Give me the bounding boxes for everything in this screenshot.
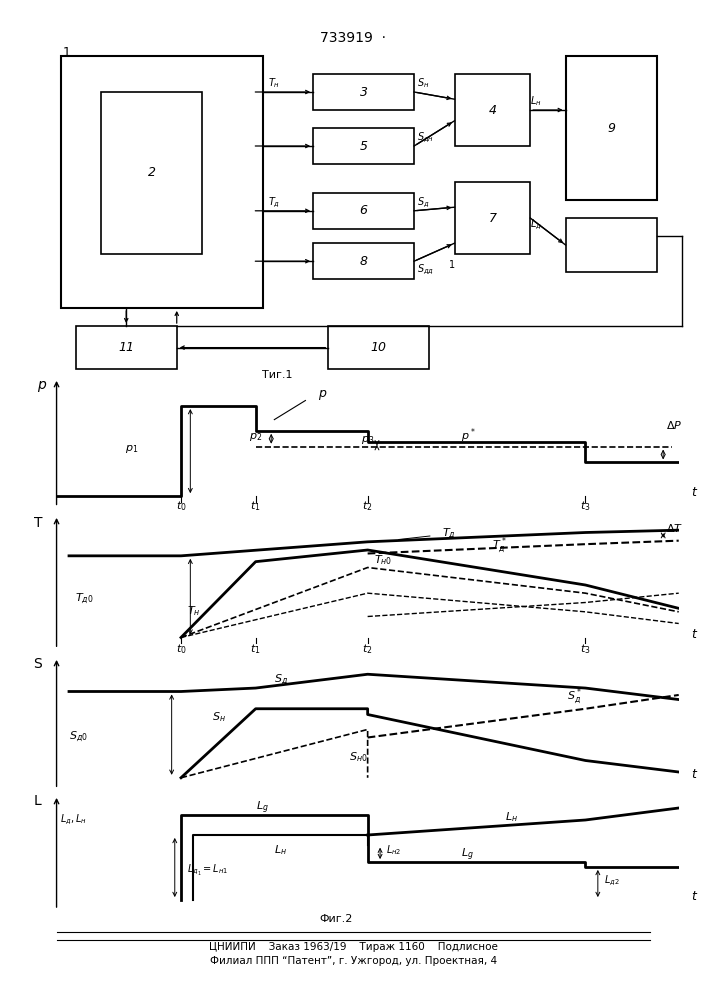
Text: t: t [691, 628, 696, 641]
Text: t: t [691, 486, 696, 499]
Text: Τиг.1: Τиг.1 [262, 370, 293, 380]
Text: $p_3$: $p_3$ [361, 434, 375, 446]
Bar [61, 56, 262, 308]
Bar [313, 74, 414, 110]
Text: $S_д$: $S_д$ [274, 673, 288, 687]
Text: 1: 1 [450, 260, 455, 270]
Text: $S_{н0}$: $S_{н0}$ [349, 750, 368, 764]
Text: $t_3$: $t_3$ [580, 500, 591, 513]
Text: $S_н$: $S_н$ [212, 710, 226, 724]
Bar [455, 182, 530, 254]
Text: 7: 7 [489, 212, 496, 225]
Bar [313, 128, 414, 164]
Text: Филиал ППП “Патент”, г. Ужгород, ул. Проектная, 4: Филиал ППП “Патент”, г. Ужгород, ул. Про… [210, 956, 497, 966]
Text: 4: 4 [489, 104, 496, 116]
Text: $L_{н2}$: $L_{н2}$ [386, 843, 402, 857]
Text: $\Delta P$: $\Delta P$ [666, 419, 682, 431]
Text: $t_1$: $t_1$ [250, 643, 261, 656]
Text: $S_н$: $S_н$ [416, 77, 429, 90]
Bar [76, 326, 177, 369]
Text: 733919  ·: 733919 · [320, 31, 387, 45]
Text: $T_{н0}$: $T_{н0}$ [374, 553, 392, 567]
Text: $S_д^*$: $S_д^*$ [567, 687, 582, 707]
Text: $\Delta T$: $\Delta T$ [666, 522, 684, 534]
Bar [455, 74, 530, 146]
Bar [101, 92, 202, 254]
Bar [328, 326, 429, 369]
Text: 10: 10 [370, 341, 387, 354]
Text: ЦНИИПИ    Заказ 1963/19    Тираж 1160    Подлисное: ЦНИИПИ Заказ 1963/19 Тираж 1160 Подлисно… [209, 942, 498, 952]
Bar [313, 243, 414, 279]
Text: 5: 5 [360, 139, 368, 152]
Text: $t_0$: $t_0$ [175, 643, 187, 656]
Text: $L_н$: $L_н$ [530, 95, 542, 108]
Text: $S_{дн}$: $S_{дн}$ [416, 131, 433, 145]
Bar [313, 193, 414, 229]
Bar [566, 56, 657, 200]
Text: $L_g$: $L_g$ [256, 799, 269, 816]
Text: Фиг.2: Фиг.2 [320, 914, 354, 924]
Text: t: t [691, 890, 696, 903]
Text: $t_1$: $t_1$ [250, 500, 261, 513]
Text: 2: 2 [148, 166, 156, 180]
Text: $T_{д0}$: $T_{д0}$ [75, 591, 94, 606]
Text: $p^*$: $p^*$ [461, 427, 476, 445]
Text: $T_д^*$: $T_д^*$ [492, 536, 507, 556]
Text: $L_н$: $L_н$ [274, 843, 287, 857]
Text: $L_{д_1}=L_{н1}$: $L_{д_1}=L_{н1}$ [187, 862, 228, 877]
Text: $p$: $p$ [318, 388, 327, 402]
Text: $S_{дд}$: $S_{дд}$ [416, 262, 434, 277]
Bar [566, 218, 657, 272]
Text: S: S [33, 658, 42, 672]
Text: $S_д$: $S_д$ [416, 196, 429, 210]
Text: $t_2$: $t_2$ [363, 643, 373, 656]
Text: $p_1$: $p_1$ [125, 443, 139, 455]
Text: $p_2$: $p_2$ [250, 431, 263, 443]
Text: L: L [34, 794, 42, 808]
Text: $T_н$: $T_н$ [187, 604, 201, 618]
Text: 1: 1 [63, 46, 71, 59]
Text: 8: 8 [360, 255, 368, 268]
Text: $T_д$: $T_д$ [443, 526, 456, 541]
Text: 11: 11 [118, 341, 134, 354]
Text: T: T [34, 516, 42, 530]
Text: 6: 6 [360, 204, 368, 217]
Text: $L_{д2}$: $L_{д2}$ [604, 874, 620, 888]
Text: $L_н$: $L_н$ [505, 810, 518, 824]
Text: $S_{д0}$: $S_{д0}$ [69, 729, 88, 744]
Text: $L_д$: $L_д$ [530, 217, 542, 232]
Text: 3: 3 [360, 86, 368, 99]
Text: $T_д$: $T_д$ [268, 196, 280, 210]
Text: 9: 9 [607, 121, 615, 134]
Text: $t_3$: $t_3$ [580, 643, 591, 656]
Text: $t_0$: $t_0$ [175, 500, 187, 513]
Text: t: t [691, 768, 696, 781]
Text: $t_2$: $t_2$ [363, 500, 373, 513]
Text: $L_g$: $L_g$ [461, 846, 474, 863]
Text: p: p [37, 378, 45, 392]
Text: $L_д, L_н$: $L_д, L_н$ [59, 812, 87, 827]
Text: $T_н$: $T_н$ [268, 77, 280, 90]
